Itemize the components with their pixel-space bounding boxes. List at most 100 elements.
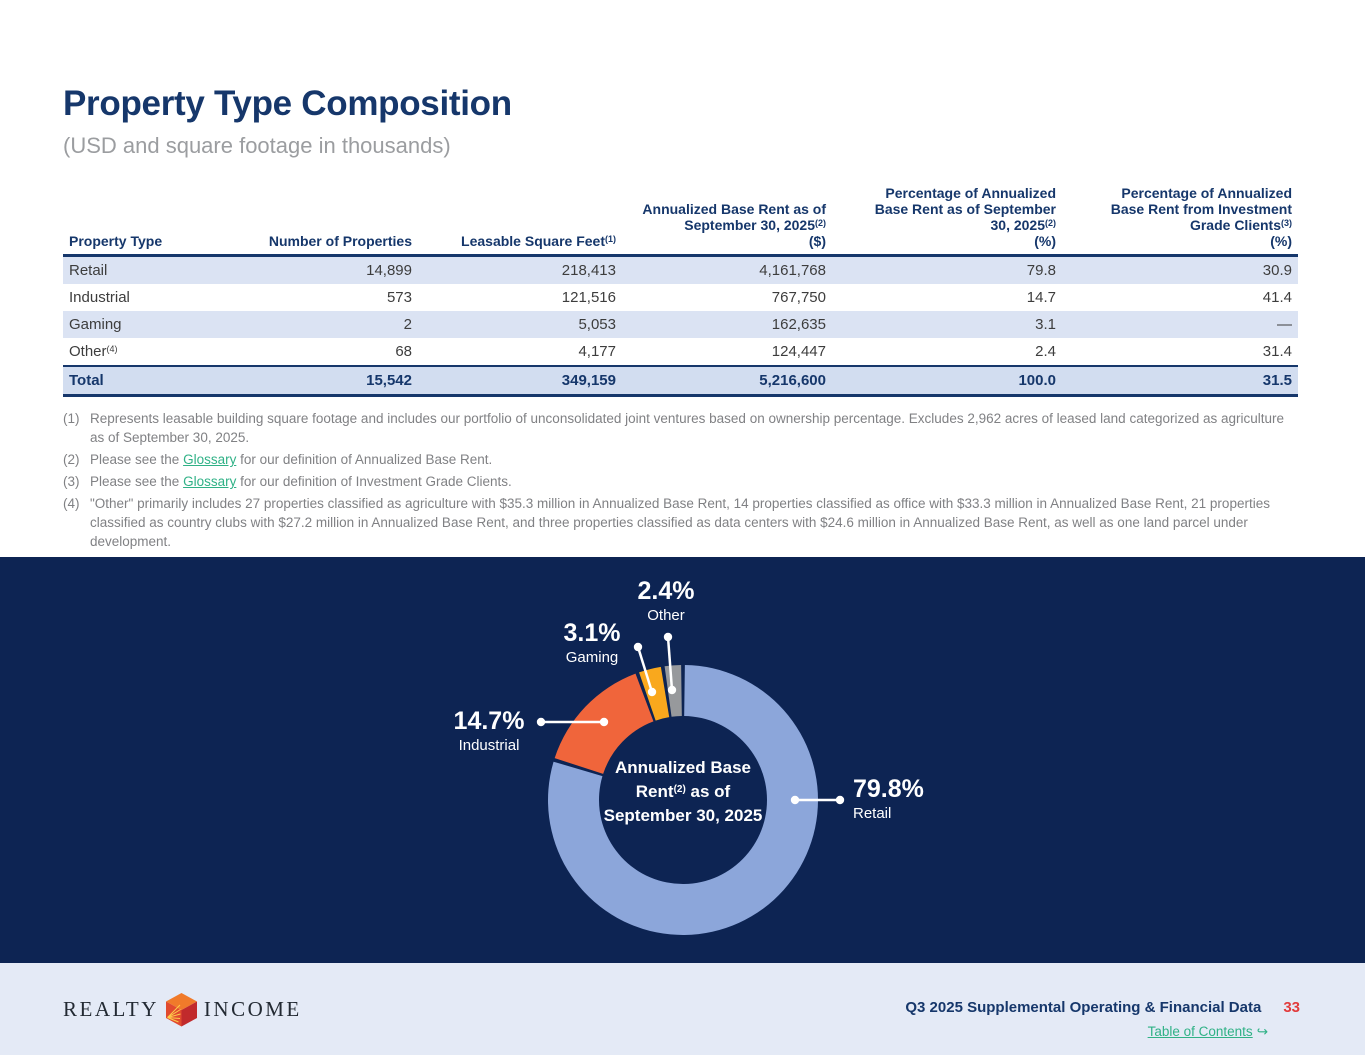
table-cell: 162,635 [771, 316, 826, 333]
col-header-property-type: Property Type [69, 233, 163, 249]
table-cell: 767,750 [771, 289, 826, 306]
col-header-number-of-properties: Number of Properties [268, 233, 412, 249]
page-number: 33 [1283, 999, 1300, 1016]
callout-line [666, 636, 674, 691]
footnote: (1) Represents leasable building square f… [63, 409, 1298, 447]
table-cell: 573 [386, 289, 412, 306]
table-cell: 2 [403, 316, 412, 333]
footnote-text: for our definition of Investment Grade C… [236, 474, 512, 489]
glossary-link[interactable]: Glossary [183, 474, 237, 489]
other-label: Other [647, 607, 685, 624]
table-cell: 100.0 [1018, 372, 1056, 389]
chart-label-industrial: 14.7% Industrial [419, 707, 559, 756]
table-cell: 218,413 [561, 262, 616, 279]
footnote-marker: (2) [63, 452, 80, 467]
industrial-percentage: 14.7% [453, 707, 525, 735]
callout-dot [835, 795, 845, 805]
table-cell: 31.5 [1262, 372, 1292, 389]
table-cell: 349,159 [561, 372, 616, 389]
callout-dot [790, 795, 800, 805]
gaming-label: Gaming [565, 649, 619, 666]
retail-percentage: 79.8% [853, 775, 924, 803]
page-subtitle: (USD and square footage in thousands) [63, 133, 451, 158]
gaming-percentage: 3.1% [563, 619, 621, 647]
other-percentage: 2.4% [637, 577, 695, 605]
table-cell: Retail [69, 262, 108, 279]
table-row: Gaming 2 5,053 162,635 3.1 — [63, 311, 1298, 338]
footnote-text: Represents leasable building square foot… [90, 411, 1285, 445]
table-cell: 79.8 [1026, 262, 1056, 279]
table-cell: 5,053 [578, 316, 616, 333]
callout-dot [536, 717, 546, 727]
footnote-marker: (1) [63, 411, 80, 426]
page-footer: REALTY INCOME Q3 2025 Supplemental Opera… [0, 963, 1365, 1055]
table-cell: 2.4 [1035, 343, 1056, 360]
footnote-text: for our definition of Annualized Base Re… [236, 452, 493, 467]
table-cell: 4,161,768 [759, 262, 826, 279]
footnotes: (1) Represents leasable building square f… [63, 409, 1298, 551]
table-cell: 41.4 [1262, 289, 1292, 306]
footnote: (3) Please see the Glossary for our defin… [63, 472, 1298, 491]
table-cell: — [1277, 316, 1292, 333]
table-cell: 14.7 [1026, 289, 1056, 306]
table-cell: Gaming [69, 316, 122, 333]
col-header-pct-annualized-base-rent: Percentage of Annualized Base Rent as of… [874, 185, 1056, 249]
chart-label-other: 2.4% Other [606, 577, 726, 626]
logo-text-income: INCOME [203, 997, 302, 1021]
chart-band: 2.4% Other 3.1% Gaming 14.7% Industrial … [0, 557, 1365, 963]
callout-line [636, 646, 654, 693]
logo-text-realty: REALTY [63, 997, 159, 1021]
table-cell: 3.1 [1035, 316, 1056, 333]
table-of-contents-link[interactable]: Table of Contents [1147, 1024, 1253, 1039]
table-cell: 5,216,600 [759, 372, 826, 389]
logo-cube-icon [165, 993, 197, 1027]
table-cell: Industrial [69, 289, 130, 306]
footnote: (2) Please see the Glossary for our defin… [63, 450, 1298, 469]
chart-label-retail: 79.8% Retail [853, 775, 993, 824]
document-title: Q3 2025 Supplemental Operating & Financi… [905, 999, 1262, 1016]
table-cell: 121,516 [561, 289, 616, 306]
donut-center-label: Annualized Base Rent(2) as of September … [603, 758, 763, 825]
col-header-pct-investment-grade: Percentage of Annualized Base Rent from … [1110, 185, 1292, 249]
glossary-link[interactable]: Glossary [183, 452, 237, 467]
retail-label: Retail [853, 805, 892, 822]
footnote-text: "Other" primarily includes 27 properties… [90, 496, 1270, 549]
table-cell: 15,542 [366, 372, 412, 389]
table-header-row: Property Type Number of Properties Leasa… [63, 185, 1298, 256]
callout-dot [633, 642, 643, 652]
footnote-marker: (3) [63, 474, 80, 489]
table-cell: 124,447 [771, 343, 826, 360]
table-row: Total 15,542 349,159 5,216,600 100.0 31.5 [63, 366, 1298, 396]
table-row: Other(4) 68 4,177 124,447 2.4 31.4 [63, 338, 1298, 366]
toc-arrow-icon: ↪ [1256, 1024, 1268, 1039]
table-cell: Other(4) [69, 343, 118, 360]
callout-dot [663, 632, 673, 642]
table-cell: 68 [395, 343, 412, 360]
property-type-table: Property Type Number of Properties Leasa… [63, 185, 1298, 397]
footer-right: Q3 2025 Supplemental Operating & Financi… [905, 999, 1300, 1040]
top-section: Property Type Composition (USD and squar… [63, 84, 1298, 551]
table-cell: 30.9 [1262, 262, 1292, 279]
col-header-annualized-base-rent: Annualized Base Rent as of September 30,… [642, 201, 826, 249]
callout-dot [599, 717, 609, 727]
footnote-marker: (4) [63, 496, 80, 511]
table-cell: 4,177 [578, 343, 616, 360]
col-header-leasable-square-feet: Leasable Square Feet(1) [461, 233, 616, 249]
industrial-label: Industrial [458, 737, 520, 754]
callout-dot [667, 685, 677, 695]
table-cell: Total [69, 372, 104, 389]
footnote-text: Please see the [90, 474, 184, 489]
chart-label-gaming: 3.1% Gaming [532, 619, 652, 668]
callout-dot [647, 687, 657, 697]
table-row: Retail 14,899 218,413 4,161,768 79.8 30.9 [63, 255, 1298, 284]
donut-chart [536, 632, 845, 935]
realty-income-logo: REALTY INCOME [63, 992, 302, 1027]
donut-slice-retail [548, 665, 819, 935]
table-cell: 31.4 [1262, 343, 1292, 360]
page-title: Property Type Composition [63, 84, 512, 123]
footnote-text: Please see the [90, 452, 184, 467]
table-row: Industrial 573 121,516 767,750 14.7 41.4 [63, 284, 1298, 311]
table-cell: 14,899 [366, 262, 412, 279]
footnote: (4) "Other" primarily includes 27 propert… [63, 494, 1298, 551]
